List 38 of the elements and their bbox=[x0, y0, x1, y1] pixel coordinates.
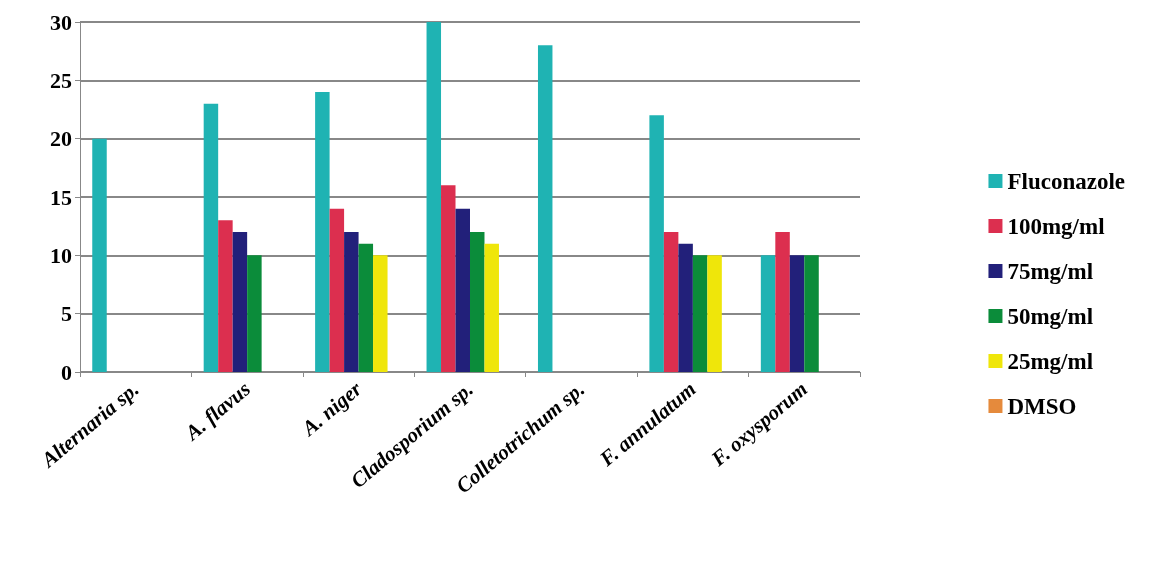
bar bbox=[663, 232, 679, 372]
bar bbox=[358, 243, 374, 372]
legend-label: 25mg/ml bbox=[1007, 348, 1094, 374]
bar bbox=[92, 138, 107, 372]
bar bbox=[441, 185, 456, 372]
y-tick-label: 30 bbox=[50, 9, 72, 35]
bar bbox=[455, 208, 470, 372]
bar bbox=[537, 45, 553, 372]
legend-label: 75mg/ml bbox=[1007, 258, 1094, 284]
legend-label: 50mg/ml bbox=[1007, 303, 1094, 329]
bar bbox=[344, 232, 359, 372]
bar bbox=[789, 255, 805, 372]
bar bbox=[232, 232, 248, 372]
legend-label: DMSO bbox=[1007, 393, 1077, 419]
y-tick-label: 20 bbox=[50, 126, 72, 152]
bar bbox=[760, 255, 776, 372]
bar bbox=[678, 243, 693, 372]
bar bbox=[775, 232, 790, 372]
bar bbox=[247, 255, 262, 372]
legend-label: Fluconazole bbox=[1007, 168, 1126, 194]
bar bbox=[329, 208, 345, 372]
bar bbox=[804, 255, 819, 372]
bar bbox=[470, 232, 485, 372]
bar bbox=[692, 255, 708, 372]
bar bbox=[707, 255, 722, 372]
y-tick-label: 5 bbox=[61, 301, 72, 327]
bar bbox=[373, 255, 388, 372]
bar bbox=[203, 103, 219, 372]
y-tick-label: 10 bbox=[50, 242, 72, 268]
bar bbox=[426, 22, 442, 372]
bar bbox=[484, 243, 499, 372]
legend-label: 100mg/ml bbox=[1007, 213, 1105, 239]
y-tick-label: 0 bbox=[61, 359, 72, 385]
y-tick-label: 15 bbox=[50, 184, 72, 210]
bar bbox=[649, 115, 664, 372]
y-tick-label: 25 bbox=[50, 67, 72, 93]
bar bbox=[218, 220, 233, 372]
bar bbox=[315, 92, 330, 372]
